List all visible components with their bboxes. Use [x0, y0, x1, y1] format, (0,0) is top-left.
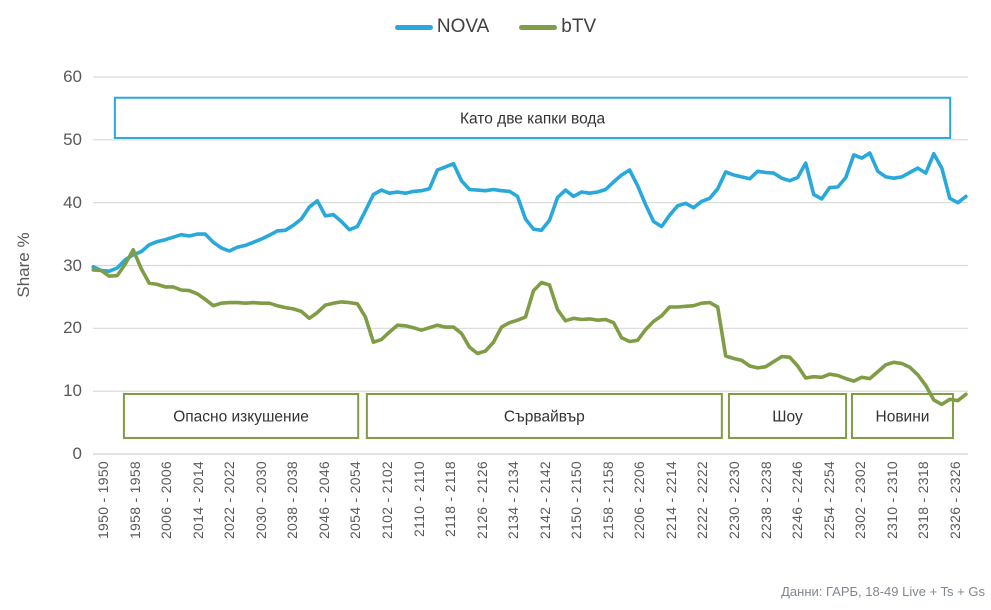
x-tick-label: 2246 - 2246 — [789, 461, 806, 540]
x-tick-label: 1950 - 1950 — [95, 461, 111, 540]
y-tick-label: 40 — [63, 192, 82, 212]
annotation-box-1 — [122, 392, 360, 439]
legend-item-btv: bTV — [519, 16, 596, 38]
y-tick-label: 30 — [63, 255, 82, 275]
x-tick-label: 2158 - 2158 — [599, 461, 616, 540]
x-tick-label: 2310 - 2310 — [883, 461, 900, 540]
annotation-label-3: Шоу — [772, 408, 803, 425]
x-tick-label: 2030 - 2030 — [252, 461, 269, 540]
annotation-box-3 — [727, 392, 848, 439]
x-tick-label: 2302 - 2302 — [852, 461, 869, 540]
series-line-btv — [91, 248, 968, 407]
x-tick-label: 2254 - 2254 — [820, 461, 837, 540]
x-tick-label: 2238 - 2238 — [757, 461, 774, 540]
annotation-box-2 — [365, 392, 723, 439]
x-tick-label: 2150 - 2150 — [568, 461, 585, 540]
x-tick-label: 2054 - 2054 — [347, 461, 364, 540]
x-tick-label: 2022 - 2022 — [221, 461, 238, 540]
btv-line-swatch — [519, 24, 558, 30]
annotation-label-1: Опасно изкушение — [173, 408, 309, 425]
x-tick-label: 2214 - 2214 — [662, 461, 679, 540]
x-tick-label: 2222 - 2222 — [694, 461, 711, 540]
x-tick-label: 2126 - 2126 — [473, 461, 490, 540]
y-tick-label: 0 — [72, 444, 82, 463]
annotation-box-0 — [113, 96, 952, 139]
x-tick-label: 2046 - 2046 — [315, 461, 332, 540]
nova-line-swatch — [394, 24, 433, 30]
y-tick-label: 50 — [63, 129, 82, 149]
y-tick-label: 10 — [63, 381, 82, 401]
annotation-label-2: Сървайвър — [504, 408, 585, 425]
legend-label-nova: NOVA — [436, 16, 490, 37]
legend-item-nova: NOVA — [394, 16, 490, 38]
legend: NOVA bTV — [0, 16, 991, 38]
legend-label-btv: bTV — [561, 16, 597, 37]
x-tick-label: 2134 - 2134 — [505, 461, 522, 540]
annotation-label-0: Като две капки вода — [460, 110, 605, 127]
x-tick-label: 2142 - 2142 — [536, 461, 553, 540]
x-tick-label: 2118 - 2118 — [442, 461, 459, 537]
x-tick-label: 2014 - 2014 — [189, 461, 206, 540]
x-tick-label: 2318 - 2318 — [915, 461, 932, 540]
x-tick-label: 2038 - 2038 — [284, 461, 301, 540]
x-tick-label: 2110 - 2110 — [410, 461, 427, 537]
x-tick-label: 1958 - 1958 — [126, 461, 143, 540]
x-tick-label: 2006 - 2006 — [158, 461, 175, 540]
x-tick-label: 2230 - 2230 — [726, 461, 743, 540]
x-tick-label: 2102 - 2102 — [378, 461, 395, 540]
y-tick-label: 20 — [63, 318, 82, 338]
y-tick-label: 60 — [63, 67, 82, 86]
source-note: Данни: ГАРБ, 18-49 Live + Ts + Gs — [781, 584, 985, 599]
x-tick-label: 2206 - 2206 — [631, 461, 648, 540]
series-line-nova — [91, 151, 968, 274]
annotation-label-4: Новини — [876, 408, 930, 425]
x-tick-label: 2326 - 2326 — [946, 461, 963, 540]
